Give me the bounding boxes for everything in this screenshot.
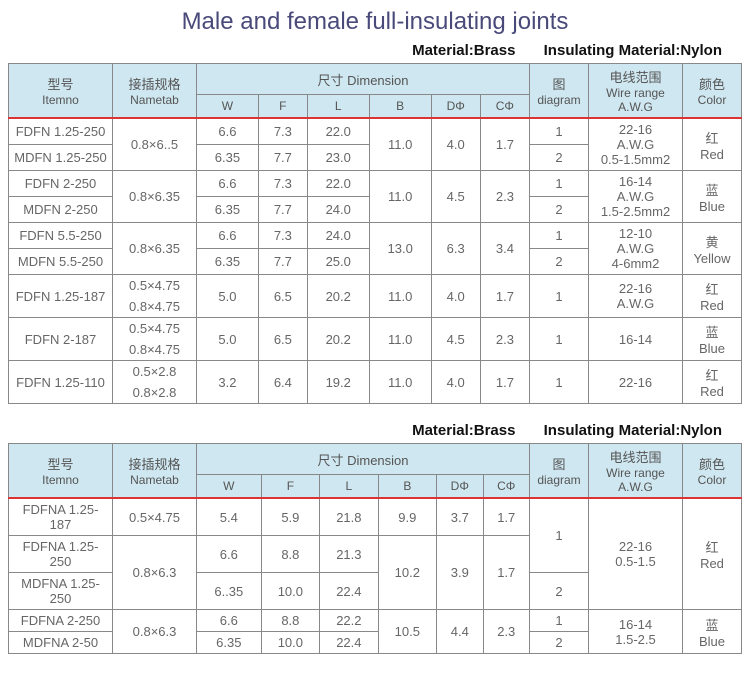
- spec-table-2: 型号Itemno 接插规格Nametab 尺寸 Dimension 图diagr…: [8, 443, 742, 654]
- page-title: Male and female full-insulating joints: [8, 8, 742, 36]
- material-row-1: Material:Brass Insulating Material:Nylon: [8, 42, 742, 59]
- material-row-2: Material:Brass Insulating Material:Nylon: [8, 422, 742, 439]
- material-label: Material:Brass: [412, 42, 515, 59]
- insulating-label: Insulating Material:Nylon: [544, 42, 722, 59]
- spec-table-1: 型号Itemno 接插规格Nametab 尺寸 Dimension 图diagr…: [8, 63, 742, 404]
